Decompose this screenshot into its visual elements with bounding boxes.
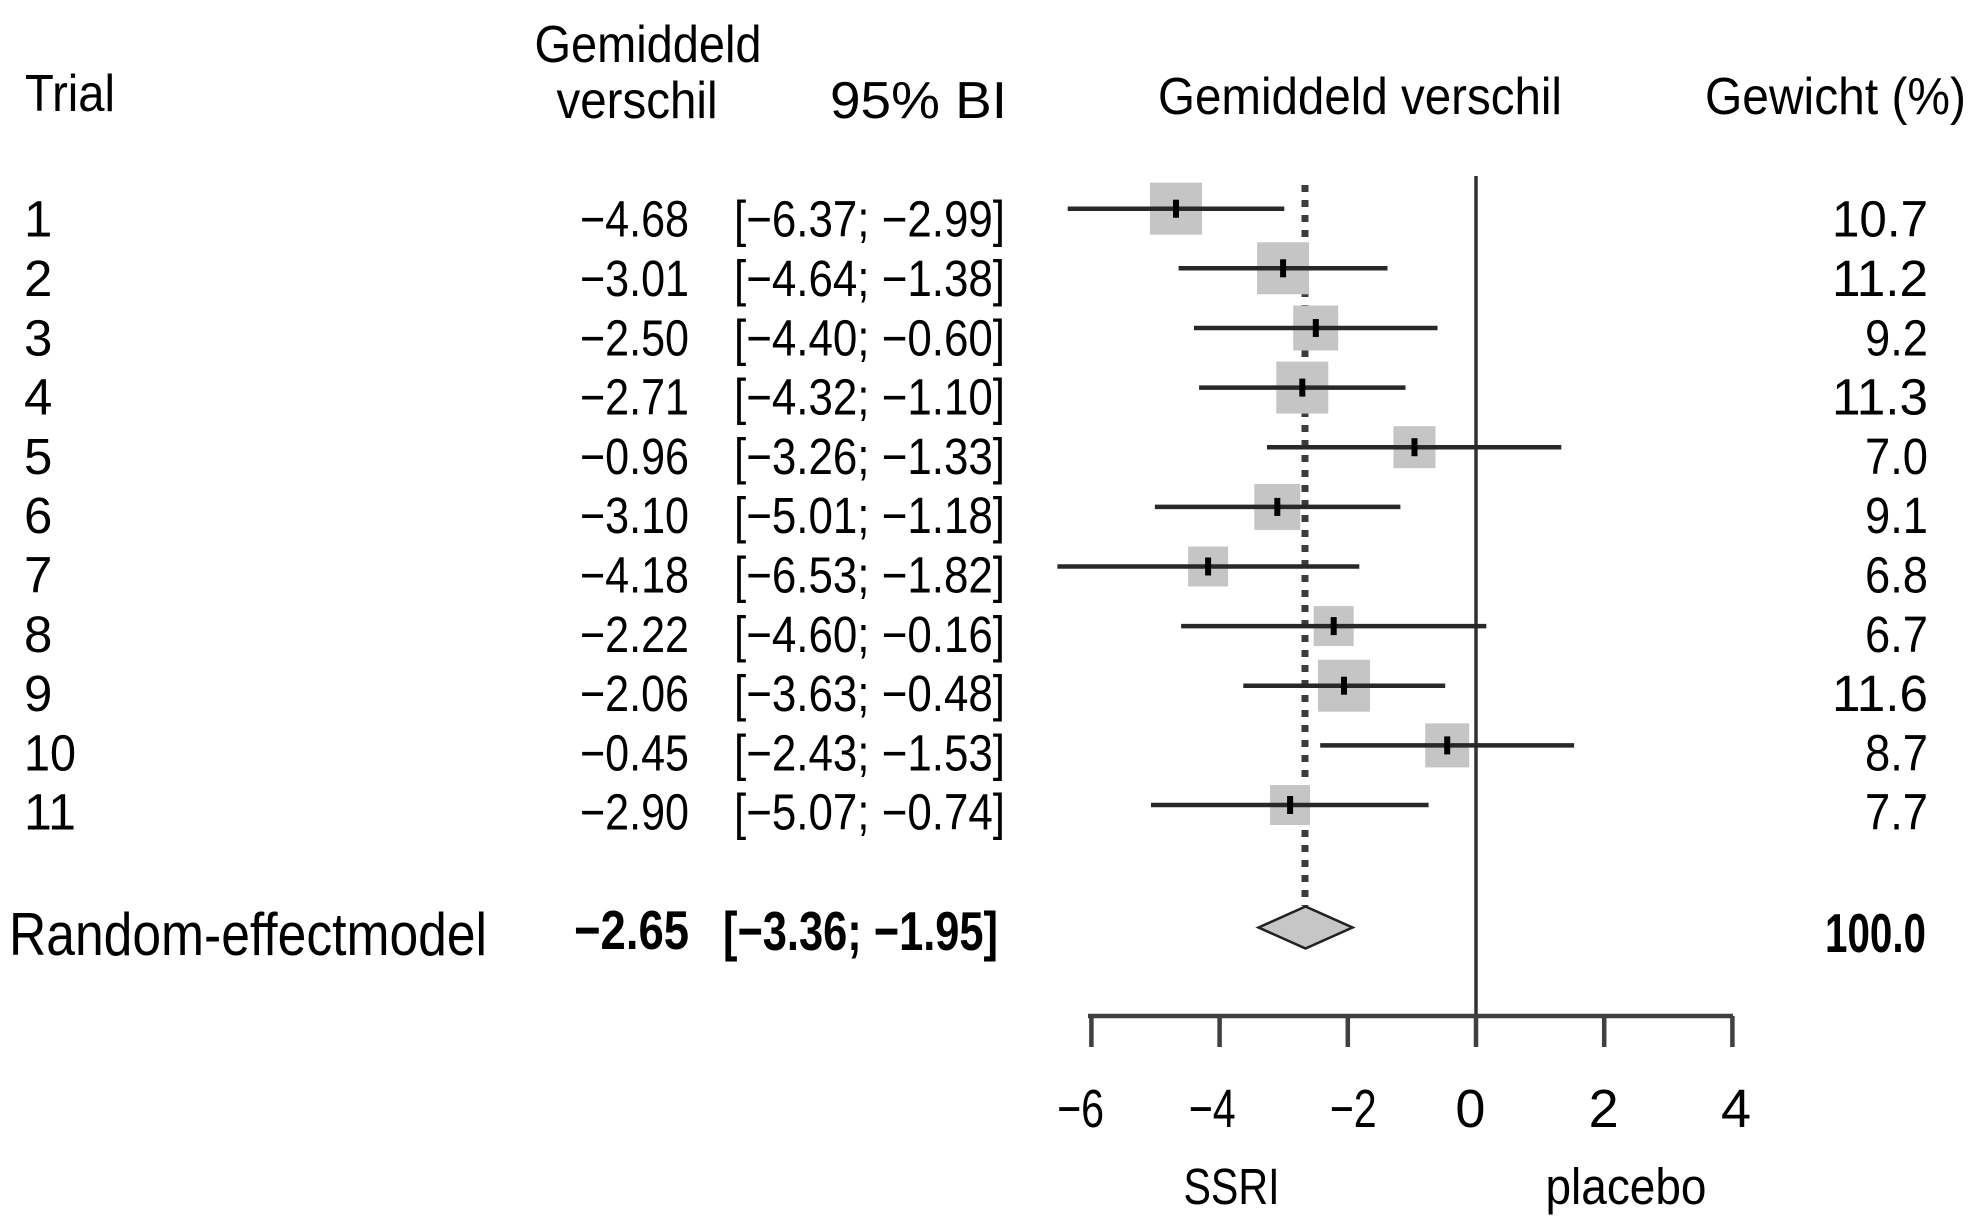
svg-text:Trial: Trial <box>25 65 115 123</box>
svg-text:−2: −2 <box>1330 1079 1377 1139</box>
svg-text:−2.65: −2.65 <box>574 899 689 961</box>
svg-text:Gewicht (%): Gewicht (%) <box>1705 68 1966 126</box>
svg-text:[−6.37; −2.99]: [−6.37; −2.99] <box>734 191 1005 248</box>
svg-text:11.6: 11.6 <box>1832 665 1928 722</box>
svg-text:−2.06: −2.06 <box>580 665 689 722</box>
svg-text:9.1: 9.1 <box>1865 487 1928 544</box>
svg-text:[−6.53; −1.82]: [−6.53; −1.82] <box>734 547 1005 604</box>
svg-text:[−3.26; −1.33]: [−3.26; −1.33] <box>734 428 1005 485</box>
svg-text:−3.10: −3.10 <box>580 487 689 544</box>
svg-text:−0.45: −0.45 <box>580 724 689 781</box>
svg-text:3: 3 <box>24 309 52 366</box>
svg-text:−3.01: −3.01 <box>580 250 689 307</box>
svg-text:placebo: placebo <box>1546 1158 1707 1215</box>
svg-text:10.7: 10.7 <box>1832 191 1928 248</box>
svg-text:−2.50: −2.50 <box>580 309 689 366</box>
svg-text:11: 11 <box>24 784 76 841</box>
svg-text:[−5.07; −0.74]: [−5.07; −0.74] <box>734 784 1005 841</box>
svg-text:4: 4 <box>1721 1079 1751 1139</box>
svg-text:7: 7 <box>24 547 52 604</box>
svg-text:[−4.32; −1.10]: [−4.32; −1.10] <box>734 369 1005 426</box>
svg-text:Gemiddeld: Gemiddeld <box>535 16 762 74</box>
svg-text:−6: −6 <box>1057 1079 1104 1139</box>
svg-text:[−4.60; −0.16]: [−4.60; −0.16] <box>734 606 1005 663</box>
svg-text:1: 1 <box>24 191 52 248</box>
svg-text:4: 4 <box>24 369 52 426</box>
svg-text:10: 10 <box>24 724 76 781</box>
svg-text:5: 5 <box>24 428 52 485</box>
svg-text:Gemiddeld verschil: Gemiddeld verschil <box>1158 68 1562 126</box>
svg-text:−4.18: −4.18 <box>580 547 689 604</box>
svg-text:−2.22: −2.22 <box>580 606 689 663</box>
svg-text:95% BI: 95% BI <box>830 72 1007 130</box>
svg-text:−0.96: −0.96 <box>580 428 689 485</box>
svg-text:100.0: 100.0 <box>1825 902 1926 964</box>
svg-text:−2.71: −2.71 <box>580 369 689 426</box>
svg-text:SSRI: SSRI <box>1184 1158 1280 1215</box>
svg-text:2: 2 <box>24 250 52 307</box>
svg-text:6.7: 6.7 <box>1865 606 1928 663</box>
svg-text:7.7: 7.7 <box>1865 784 1928 841</box>
svg-text:8.7: 8.7 <box>1865 724 1928 781</box>
svg-text:[−3.36; −1.95]: [−3.36; −1.95] <box>723 900 998 962</box>
svg-text:verschil: verschil <box>557 72 718 130</box>
svg-text:6: 6 <box>24 487 52 544</box>
svg-text:8: 8 <box>24 606 52 663</box>
svg-text:11.3: 11.3 <box>1832 369 1928 426</box>
svg-text:0: 0 <box>1455 1079 1485 1139</box>
svg-text:Random-effectmodel: Random-effectmodel <box>9 901 487 968</box>
svg-text:2: 2 <box>1589 1079 1619 1139</box>
svg-text:[−5.01; −1.18]: [−5.01; −1.18] <box>734 487 1005 544</box>
svg-text:9: 9 <box>24 665 52 722</box>
svg-text:[−2.43; −1.53]: [−2.43; −1.53] <box>734 724 1005 781</box>
svg-text:[−4.64; −1.38]: [−4.64; −1.38] <box>734 250 1005 307</box>
svg-text:−4.68: −4.68 <box>580 191 689 248</box>
svg-text:7.0: 7.0 <box>1865 428 1928 485</box>
svg-text:[−4.40; −0.60]: [−4.40; −0.60] <box>734 309 1005 366</box>
svg-text:6.8: 6.8 <box>1865 547 1928 604</box>
svg-text:−2.90: −2.90 <box>580 784 689 841</box>
svg-text:−4: −4 <box>1189 1079 1236 1139</box>
svg-text:[−3.63; −0.48]: [−3.63; −0.48] <box>734 665 1005 722</box>
svg-text:11.2: 11.2 <box>1832 250 1928 307</box>
svg-text:9.2: 9.2 <box>1865 309 1928 366</box>
